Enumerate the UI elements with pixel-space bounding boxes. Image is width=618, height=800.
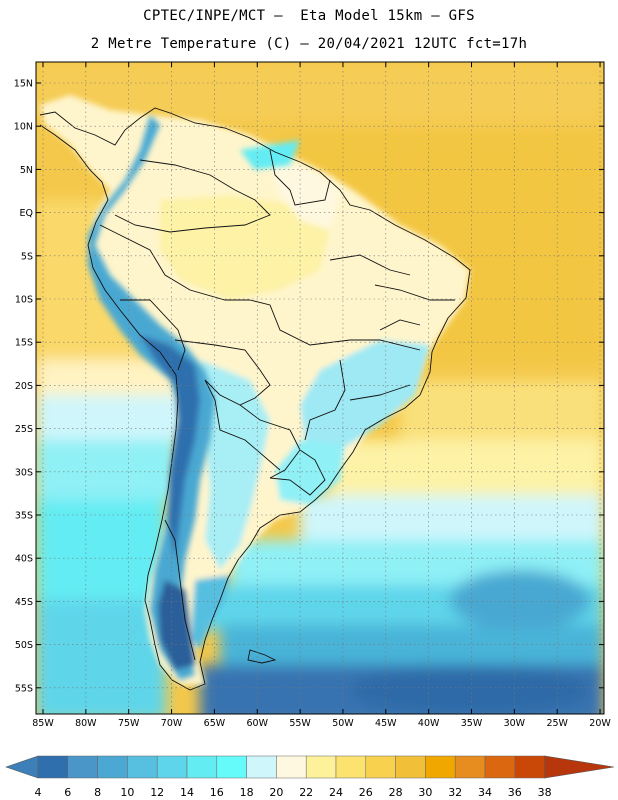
map-frame xyxy=(35,61,605,715)
lon-label: 40W xyxy=(418,718,440,729)
lat-label: 45S xyxy=(15,597,33,608)
lon-label: 75W xyxy=(118,718,140,729)
lon-label: 50W xyxy=(332,718,354,729)
lat-label: 30S xyxy=(15,467,33,478)
colorbar-label: 4 xyxy=(35,786,42,799)
colorbar-label: 32 xyxy=(448,786,462,799)
lon-label: 85W xyxy=(32,718,54,729)
lat-label: 5S xyxy=(21,251,33,262)
colorbar-label: 38 xyxy=(538,786,552,799)
lon-label: 30W xyxy=(504,718,526,729)
colorbar-label: 28 xyxy=(389,786,403,799)
lat-label: 10S xyxy=(15,295,33,306)
colorbar-segment xyxy=(127,755,158,779)
colorbar-segment xyxy=(67,755,98,779)
lat-label: 5N xyxy=(20,165,33,176)
colorbar-label: 30 xyxy=(418,786,432,799)
colorbar-label: 22 xyxy=(299,786,313,799)
lat-label: 15N xyxy=(14,79,33,90)
colorbar-segment xyxy=(216,755,247,779)
coordinate-grid xyxy=(36,62,604,714)
colorbar-label: 26 xyxy=(359,786,373,799)
lon-label: 55W xyxy=(289,718,311,729)
temperature-field xyxy=(36,62,604,714)
colorbar-label: 18 xyxy=(240,786,254,799)
colorbar-segment xyxy=(514,755,545,779)
colorbar-left-arrow xyxy=(5,755,39,779)
colorbar-segment xyxy=(454,755,486,779)
lat-label: EQ xyxy=(20,208,33,219)
lat-label: 55S xyxy=(15,683,33,694)
colorbar-label: 10 xyxy=(120,786,134,799)
lat-label: 25S xyxy=(15,424,33,435)
lat-label: 40S xyxy=(15,554,33,565)
longitude-axis: 85W 80W 75W 70W 65W 60W 55W 50W 45W 40W 35W 30W 25W 2… xyxy=(32,62,611,729)
lon-label: 65W xyxy=(204,718,226,729)
colorbar-label: 24 xyxy=(329,786,343,799)
lat-label: 35S xyxy=(15,511,33,522)
colorbar-segment xyxy=(186,755,218,779)
colorbar-segment xyxy=(395,755,426,779)
colorbar-segment xyxy=(484,755,516,779)
lat-label: 20S xyxy=(15,381,33,392)
lon-label: 80W xyxy=(75,718,97,729)
colorbar-label: 16 xyxy=(210,786,224,799)
latitude-axis: 15N 10N 5N EQ 5S 10S 15S 20S 25S 30S 35S 40S 45S 50S 5… xyxy=(14,79,604,694)
lon-label: 20W xyxy=(589,718,611,729)
lon-label: 35W xyxy=(461,718,483,729)
colorbar: 4 6 8 10 12 14 16 18 20 22 24 26 28 30 32 34 36 38 xyxy=(5,755,615,799)
colorbar-segment xyxy=(37,755,69,779)
colorbar-segment xyxy=(305,755,337,779)
colorbar-segment xyxy=(425,755,456,779)
lon-label: 45W xyxy=(375,718,397,729)
colorbar-segment xyxy=(335,755,367,779)
colorbar-right-arrow xyxy=(544,755,615,779)
lon-label: 70W xyxy=(161,718,183,729)
colorbar-segment xyxy=(97,755,128,779)
lon-label: 60W xyxy=(247,718,269,729)
lat-label: 15S xyxy=(15,338,33,349)
colorbar-segment xyxy=(365,755,396,779)
colorbar-label: 20 xyxy=(269,786,283,799)
colorbar-label: 36 xyxy=(508,786,522,799)
colorbar-segment xyxy=(156,755,188,779)
colorbar-label: 6 xyxy=(64,786,71,799)
colorbar-segment xyxy=(276,755,307,779)
country-borders xyxy=(39,107,471,691)
lat-label: 50S xyxy=(15,640,33,651)
lon-label: 25W xyxy=(546,718,568,729)
lat-label: 10N xyxy=(14,122,33,133)
colorbar-label: 12 xyxy=(150,786,164,799)
colorbar-label: 14 xyxy=(180,786,194,799)
colorbar-label: 34 xyxy=(478,786,492,799)
colorbar-segment xyxy=(246,755,277,779)
map-title: CPTEC/INPE/MCT – Eta Model 15km – GFS xyxy=(143,8,475,24)
colorbar-label: 8 xyxy=(94,786,101,799)
map-subtitle: 2 Metre Temperature (C) – 20/04/2021 12U… xyxy=(90,36,528,52)
